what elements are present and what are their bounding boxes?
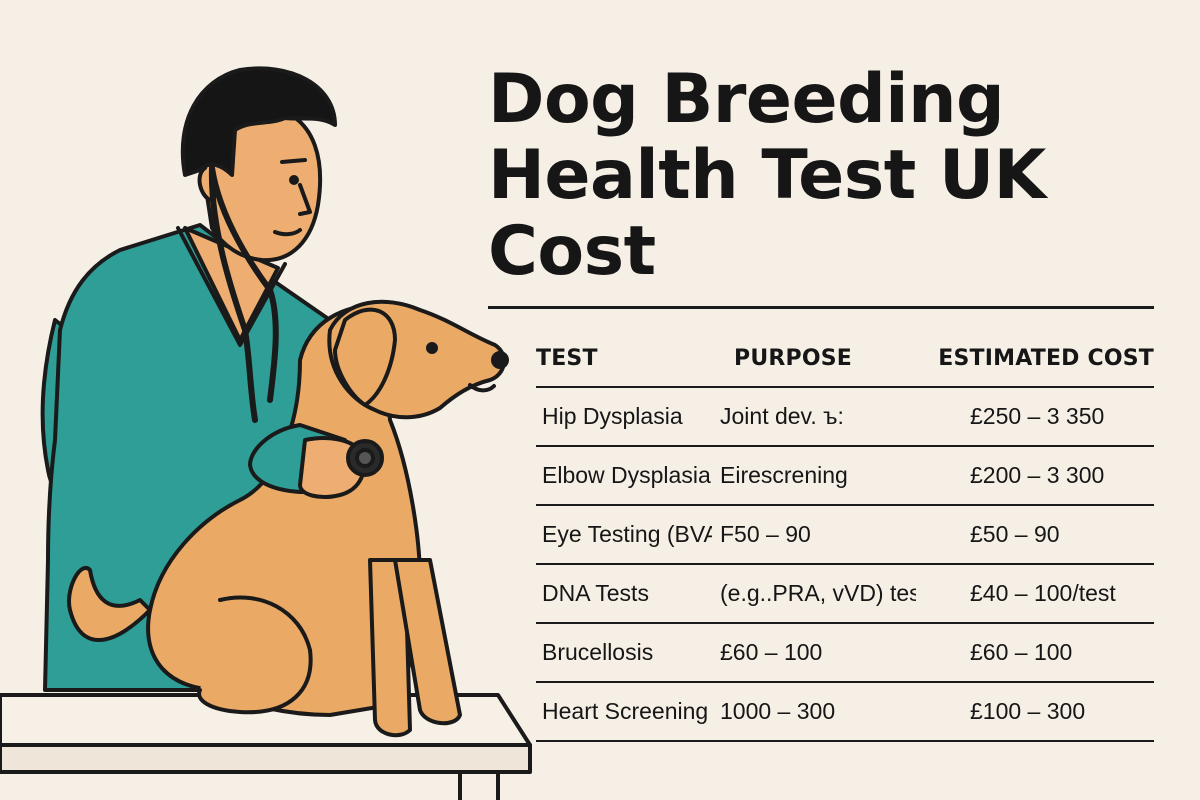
table-row: Brucellosis £60 – 100 £60 – 100 <box>536 623 1154 683</box>
cell-test: Eye Testing (BVA <box>536 505 712 565</box>
cell-cost: £40 – 100/test <box>916 564 1154 624</box>
cell-purpose: £60 – 100 <box>712 623 916 683</box>
title-line: Cost <box>488 212 656 291</box>
dog-ear <box>333 307 397 407</box>
vet-illustration <box>0 66 532 800</box>
cell-cost: £200 – 3 300 <box>916 446 1154 506</box>
dog-nose <box>491 351 509 369</box>
page-title: Dog Breeding Health Test UK Cost <box>488 62 1188 290</box>
table-row: DNA Tests (e.g..PRA, vVD) test £40 – 100… <box>536 564 1154 624</box>
table-row: Elbow Dysplasia Eirescrening £200 – 3 30… <box>536 446 1154 506</box>
table-row: Hip Dysplasia Joint dev. ъ: £250 – 3 350 <box>536 387 1154 447</box>
stethoscope <box>208 165 279 423</box>
cell-purpose: F50 – 90 <box>712 505 916 565</box>
dog-tail <box>67 566 152 642</box>
table-row: Heart Screening 1000 – 300 £100 – 300 <box>536 682 1154 742</box>
dog-front-leg <box>368 558 412 738</box>
cell-purpose: Eirescrening <box>712 446 916 506</box>
cell-test: Brucellosis <box>536 623 712 683</box>
cell-test: Elbow Dysplasia <box>536 446 712 506</box>
cell-test: Hip Dysplasia <box>536 387 712 447</box>
header-purpose: PURPOSE <box>712 331 916 388</box>
dog-eye <box>426 342 438 354</box>
cell-cost: £100 – 300 <box>916 682 1154 742</box>
health-test-cost-table: TEST PURPOSE ESTIMATED COST Hip Dysplasi… <box>536 331 1154 742</box>
header-test: TEST <box>536 331 712 388</box>
cell-test: DNA Tests <box>536 564 712 624</box>
title-divider <box>488 306 1154 309</box>
title-line: Health Test UK <box>488 136 1046 215</box>
cell-cost: £50 – 90 <box>916 505 1154 565</box>
vet-hair <box>180 66 337 177</box>
cell-purpose: Joint dev. ъ: <box>712 387 916 447</box>
cell-purpose: 1000 – 300 <box>712 682 916 742</box>
header-estimated-cost: ESTIMATED COST <box>916 331 1154 388</box>
title-line: Dog Breeding <box>488 60 1005 139</box>
cell-purpose: (e.g..PRA, vVD) test <box>712 564 916 624</box>
table-row: Eye Testing (BVA F50 – 90 £50 – 90 <box>536 505 1154 565</box>
table-header-row: TEST PURPOSE ESTIMATED COST <box>536 331 1154 388</box>
cell-cost: £60 – 100 <box>916 623 1154 683</box>
cell-cost: £250 – 3 350 <box>916 387 1154 447</box>
cell-test: Heart Screening <box>536 682 712 742</box>
